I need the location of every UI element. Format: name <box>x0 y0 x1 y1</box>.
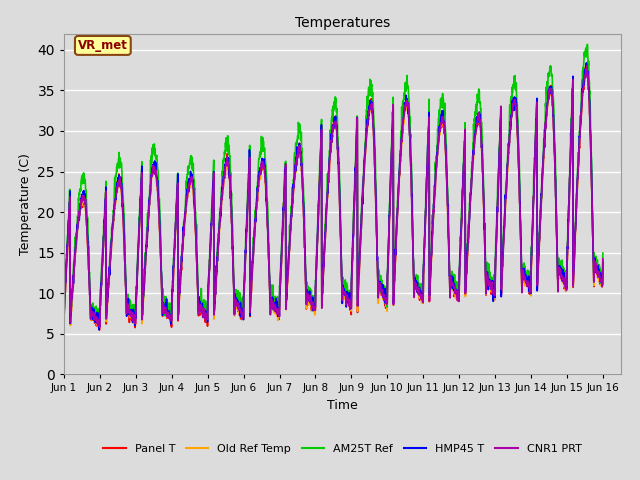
HMP45 T <box>361 152 369 157</box>
Old Ref Temp <box>211 307 218 313</box>
AM25T Ref <box>349 233 357 239</box>
AM25T Ref <box>566 153 574 158</box>
CNR1 PRT <box>552 181 559 187</box>
Panel T <box>490 288 498 294</box>
Old Ref Temp <box>60 315 68 321</box>
CNR1 PRT <box>583 62 591 68</box>
Old Ref Temp <box>599 262 607 267</box>
CNR1 PRT <box>60 306 68 312</box>
HMP45 T <box>349 232 357 238</box>
Old Ref Temp <box>552 180 559 185</box>
Line: AM25T Ref: AM25T Ref <box>64 45 603 322</box>
AM25T Ref <box>584 42 591 48</box>
X-axis label: Time: Time <box>327 399 358 412</box>
AM25T Ref <box>60 303 68 309</box>
HMP45 T <box>490 290 498 296</box>
CNR1 PRT <box>349 239 357 244</box>
HMP45 T <box>60 306 68 312</box>
Panel T <box>583 63 591 69</box>
Line: Panel T: Panel T <box>64 66 603 330</box>
AM25T Ref <box>95 319 102 325</box>
HMP45 T <box>582 60 590 66</box>
Old Ref Temp <box>490 293 498 299</box>
Panel T <box>566 159 574 165</box>
Panel T <box>211 300 218 306</box>
Old Ref Temp <box>361 155 369 161</box>
Panel T <box>349 236 357 241</box>
Line: Old Ref Temp: Old Ref Temp <box>64 69 603 328</box>
AM25T Ref <box>490 283 498 289</box>
Panel T <box>60 309 68 315</box>
CNR1 PRT <box>361 157 369 163</box>
Y-axis label: Temperature (C): Temperature (C) <box>19 153 32 255</box>
AM25T Ref <box>211 290 218 296</box>
HMP45 T <box>95 327 103 333</box>
Text: VR_met: VR_met <box>78 39 128 52</box>
CNR1 PRT <box>599 256 607 262</box>
AM25T Ref <box>599 250 607 256</box>
Panel T <box>361 157 369 163</box>
HMP45 T <box>566 153 574 159</box>
Line: CNR1 PRT: CNR1 PRT <box>64 65 603 327</box>
AM25T Ref <box>361 152 369 157</box>
Panel T <box>599 258 607 264</box>
HMP45 T <box>552 178 559 183</box>
Panel T <box>552 177 559 183</box>
Old Ref Temp <box>349 239 357 244</box>
CNR1 PRT <box>96 324 104 330</box>
Old Ref Temp <box>95 325 102 331</box>
CNR1 PRT <box>490 292 498 298</box>
AM25T Ref <box>552 162 559 168</box>
Line: HMP45 T: HMP45 T <box>64 63 603 330</box>
CNR1 PRT <box>211 306 218 312</box>
CNR1 PRT <box>566 158 574 164</box>
HMP45 T <box>211 304 218 310</box>
Legend: Panel T, Old Ref Temp, AM25T Ref, HMP45 T, CNR1 PRT: Panel T, Old Ref Temp, AM25T Ref, HMP45 … <box>99 440 586 458</box>
HMP45 T <box>599 259 607 265</box>
Title: Temperatures: Temperatures <box>295 16 390 30</box>
Old Ref Temp <box>566 159 574 165</box>
Old Ref Temp <box>583 66 591 72</box>
Panel T <box>95 327 103 333</box>
